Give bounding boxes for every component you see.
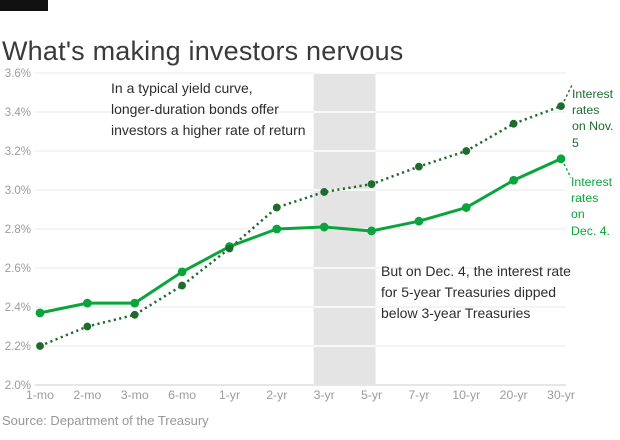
data-point-nov5 xyxy=(367,180,376,189)
data-point-dec4 xyxy=(272,224,282,234)
x-tick-label: 3-mo xyxy=(121,388,149,402)
dec4-label-connector xyxy=(563,163,572,179)
x-tick-label: 7-yr xyxy=(408,388,429,402)
series-line-nov5 xyxy=(39,104,562,348)
nov5-label-connector xyxy=(563,84,573,102)
data-point-dec4 xyxy=(367,226,376,236)
data-point-nov5 xyxy=(36,342,44,350)
y-tick-label: 3.0% xyxy=(5,185,31,197)
x-tick-label: 30-yr xyxy=(547,388,575,402)
data-point-nov5 xyxy=(509,119,518,128)
data-point-nov5 xyxy=(130,310,139,319)
series-line-dec4 xyxy=(39,157,562,315)
data-point-nov5 xyxy=(462,147,471,155)
data-point-dec4 xyxy=(35,308,45,318)
data-point-dec4 xyxy=(556,154,566,164)
data-point-dec4 xyxy=(82,298,92,308)
x-tick-label: 2-mo xyxy=(73,388,101,402)
data-point-nov5 xyxy=(272,203,281,212)
x-tick-label: 10-yr xyxy=(452,388,480,402)
x-tick-label: 6-mo xyxy=(168,388,196,402)
data-point-dec4 xyxy=(177,267,187,277)
data-point-nov5 xyxy=(415,162,423,171)
brand-bar xyxy=(0,0,48,11)
x-tick-label: 2-yr xyxy=(266,388,287,402)
x-tick-label: 1-mo xyxy=(26,388,54,402)
data-point-nov5 xyxy=(178,281,186,290)
annotation-typical-curve: In a typical yield curve, longer-duratio… xyxy=(111,80,306,138)
x-tick-label: 5-yr xyxy=(361,388,382,402)
data-point-dec4 xyxy=(509,175,519,185)
x-tick-label: 3-yr xyxy=(314,388,335,402)
data-point-dec4 xyxy=(414,216,424,226)
y-tick-label: 3.2% xyxy=(5,146,31,158)
data-point-dec4 xyxy=(130,298,140,308)
y-tick-label: 2.6% xyxy=(5,263,31,275)
source-attribution: Source: Department of the Treasury xyxy=(2,413,209,428)
data-point-nov5 xyxy=(557,102,565,111)
data-point-dec4 xyxy=(319,222,329,232)
series-label-dec4: Interest rates on Dec. 4. xyxy=(571,175,613,238)
y-tick-label: 2.8% xyxy=(5,224,31,236)
page-title: What's making investors nervous xyxy=(2,36,404,67)
data-point-nov5 xyxy=(83,322,92,331)
data-point-nov5 xyxy=(225,244,234,253)
x-tick-label: 1-yr xyxy=(219,388,240,402)
y-tick-label: 2.4% xyxy=(5,302,31,314)
data-point-dec4 xyxy=(461,203,471,212)
y-tick-label: 2.2% xyxy=(5,341,31,353)
annotation-inversion: But on Dec. 4, the interest rate for 5-y… xyxy=(381,263,571,321)
y-tick-label: 2.0% xyxy=(5,380,31,392)
y-tick-label: 3.6% xyxy=(5,68,31,80)
x-tick-label: 20-yr xyxy=(500,388,528,402)
series-label-nov5: Interest rates on Nov. 5 xyxy=(572,87,614,150)
data-point-nov5 xyxy=(320,188,329,196)
y-tick-label: 3.4% xyxy=(5,107,31,119)
